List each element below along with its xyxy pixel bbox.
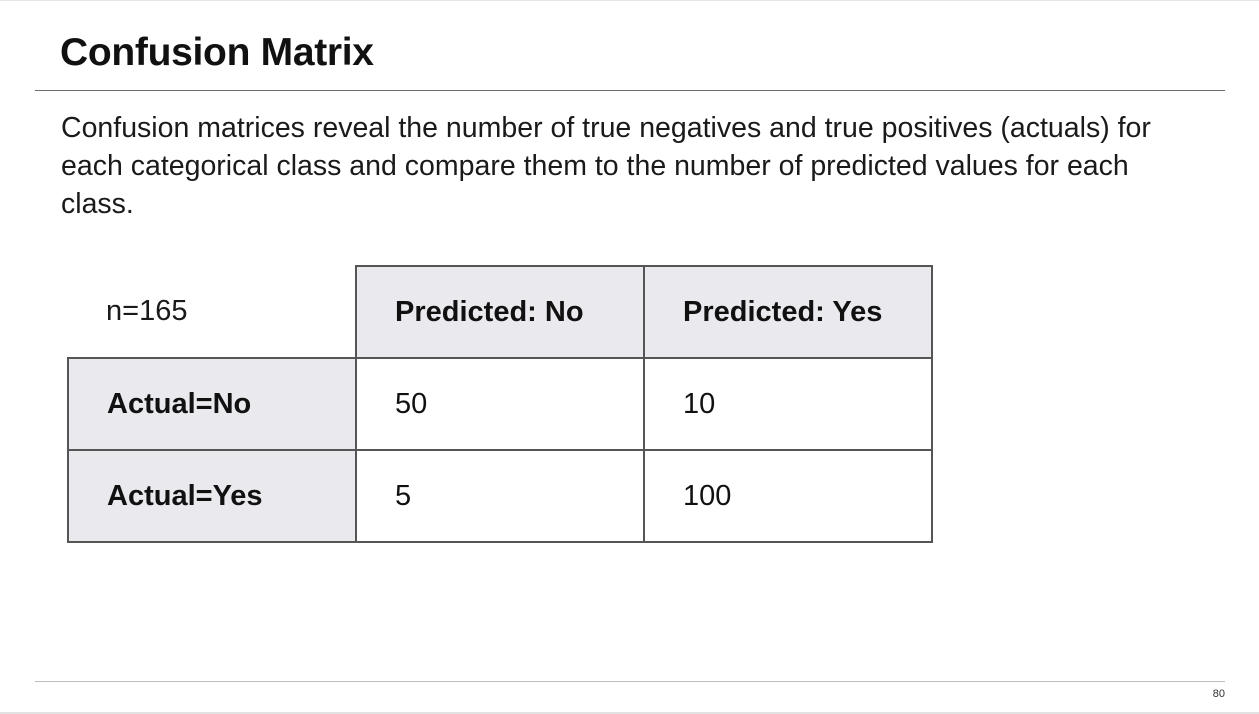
row-header-actual-yes: Actual=Yes xyxy=(67,449,357,543)
cell-false-positives: 10 xyxy=(643,357,933,451)
sample-size-label: n=165 xyxy=(106,295,188,327)
row-header-actual-no: Actual=No xyxy=(67,357,357,451)
column-header-predicted-no: Predicted: No xyxy=(355,265,645,359)
table-header-row: n=165 Predicted: No Predicted: Yes xyxy=(68,265,933,359)
body-paragraph: Confusion matrices reveal the number of … xyxy=(61,112,1151,220)
cell-true-negatives: 50 xyxy=(355,357,645,451)
cell-true-positives: 100 xyxy=(643,449,933,543)
cell-false-negatives: 5 xyxy=(355,449,645,543)
slide-title: Confusion Matrix xyxy=(60,31,374,74)
footer-divider xyxy=(35,681,1225,682)
title-divider xyxy=(35,90,1225,91)
table-row: Actual=Yes 5 100 xyxy=(67,449,933,543)
slide-bottom-edge xyxy=(0,712,1259,714)
confusion-matrix-table: n=165 Predicted: No Predicted: Yes Actua… xyxy=(67,265,933,543)
page-number: 80 xyxy=(1212,688,1225,700)
column-header-predicted-yes: Predicted: Yes xyxy=(643,265,933,359)
table-row: Actual=No 50 10 xyxy=(67,357,933,451)
